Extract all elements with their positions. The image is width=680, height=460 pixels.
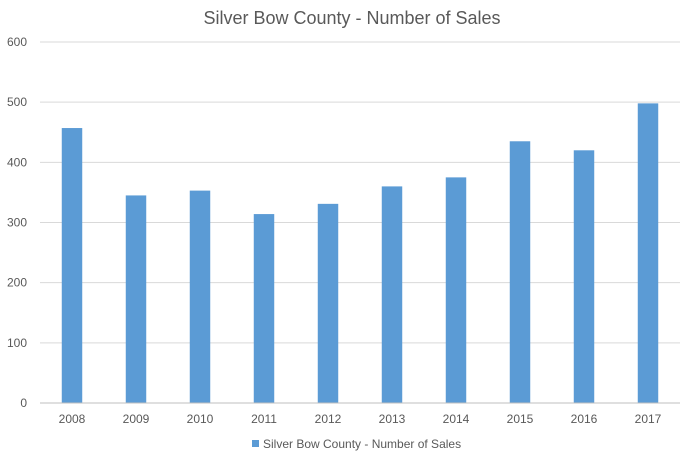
x-tick-label: 2010 [187, 412, 214, 426]
y-tick-label: 600 [7, 35, 27, 49]
chart-title: Silver Bow County - Number of Sales [203, 8, 500, 28]
bars [61, 103, 659, 404]
y-tick-label: 500 [7, 95, 27, 109]
legend-swatch [252, 440, 259, 447]
gridlines [40, 41, 680, 344]
y-tick-label: 300 [7, 216, 27, 230]
bar-2010 [189, 190, 211, 403]
y-tick-label: 0 [20, 396, 27, 410]
x-tick-label: 2015 [507, 412, 534, 426]
bar-2014 [445, 177, 467, 403]
y-axis-ticks: 0 100 200 300 400 500 600 [7, 35, 27, 410]
legend-label: Silver Bow County - Number of Sales [263, 437, 461, 451]
x-tick-label: 2013 [379, 412, 406, 426]
x-tick-label: 2016 [571, 412, 598, 426]
bar-2012 [317, 203, 339, 403]
bar-2015 [509, 141, 531, 403]
y-tick-label: 200 [7, 276, 27, 290]
y-tick-label: 100 [7, 336, 27, 350]
bar-2011 [253, 214, 275, 403]
x-axis-ticks: 2008 2009 2010 2011 2012 2013 2014 2015 2016 2017 [59, 412, 662, 426]
bar-2009 [125, 195, 147, 403]
bar-2013 [381, 186, 403, 403]
x-tick-label: 2009 [123, 412, 150, 426]
x-tick-label: 2011 [251, 412, 277, 426]
legend: Silver Bow County - Number of Sales [252, 437, 461, 451]
bar-2017 [637, 103, 659, 404]
bar-2008 [61, 128, 83, 403]
x-tick-label: 2008 [59, 412, 86, 426]
x-tick-label: 2012 [315, 412, 342, 426]
x-tick-label: 2017 [635, 412, 662, 426]
bar-2016 [573, 150, 595, 403]
x-tick-label: 2014 [443, 412, 470, 426]
y-tick-label: 400 [7, 155, 27, 169]
